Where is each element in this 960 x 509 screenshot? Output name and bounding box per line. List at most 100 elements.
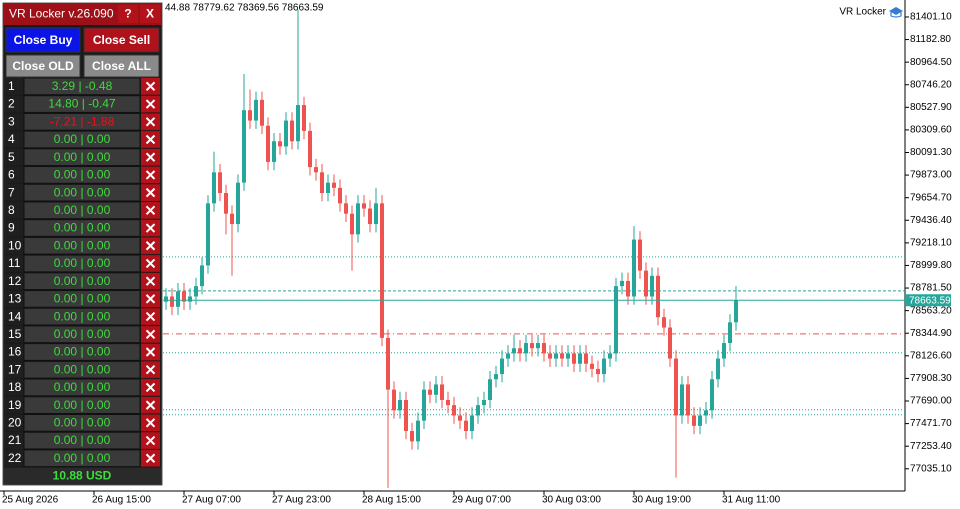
candle-body (452, 405, 456, 416)
y-tick-label: 79436.40 (910, 215, 952, 226)
row-close-icon[interactable] (145, 223, 156, 233)
row-close-icon[interactable] (145, 117, 156, 127)
candle-body (710, 379, 714, 411)
row-close-icon[interactable] (145, 170, 156, 180)
row-number: 4 (8, 132, 15, 146)
candle-body (578, 353, 582, 364)
row-value: 0.00 | 0.00 (54, 168, 111, 182)
candle-body (368, 208, 372, 225)
candle-body (620, 280, 624, 287)
row-close-icon[interactable] (145, 187, 156, 198)
candle-body (692, 415, 696, 426)
candle-body (230, 213, 234, 225)
row-value-cell (23, 325, 141, 344)
candle-body (428, 389, 432, 395)
row-value-cell (23, 307, 141, 326)
candle-body (188, 296, 192, 302)
row-number: 13 (8, 292, 22, 306)
y-tick-label: 79654.70 (910, 192, 952, 203)
row-number: 6 (8, 168, 15, 182)
close-panel-label[interactable]: X (146, 7, 154, 21)
row-value-cell (23, 431, 141, 450)
candle-body (662, 317, 666, 328)
row-value: -7.21 | -1.88 (50, 114, 115, 128)
candle-body (602, 358, 606, 375)
row-close-icon[interactable] (145, 152, 156, 162)
candle-body (164, 296, 168, 302)
y-tick-label: 79873.00 (910, 170, 952, 181)
candle-body (182, 291, 186, 302)
row-close-icon[interactable] (145, 99, 156, 109)
y-tick-label: 77035.10 (910, 463, 952, 474)
candle-body (704, 410, 708, 416)
action-button[interactable] (83, 27, 160, 53)
row-value-cell (23, 449, 141, 468)
candle-body (422, 389, 426, 421)
action-button-label[interactable]: Close OLD (12, 59, 74, 73)
candle-body (392, 389, 396, 411)
x-tick-label: 28 Aug 15:00 (362, 495, 421, 506)
row-value: 0.00 | 0.00 (54, 345, 111, 359)
candle-body (734, 300, 738, 323)
row-close-icon[interactable] (145, 294, 156, 304)
candle-body (212, 172, 216, 204)
row-close-icon[interactable] (145, 205, 156, 216)
row-close-icon[interactable] (145, 258, 156, 269)
candle-body (290, 120, 294, 142)
row-close-icon[interactable] (145, 400, 156, 410)
total-value: 10.88 USD (53, 468, 112, 482)
y-tick-label: 78999.80 (910, 260, 952, 271)
y-tick-label: 80091.30 (910, 147, 952, 158)
row-close-icon[interactable] (145, 311, 156, 322)
help-label[interactable]: ? (124, 7, 131, 21)
x-tick-label: 31 Aug 11:00 (722, 495, 781, 506)
row-close-icon[interactable] (145, 453, 156, 463)
row-number-cell (4, 449, 23, 467)
row-number-cell (4, 379, 23, 396)
y-tick-label: 77690.00 (910, 396, 952, 407)
row-close-icon[interactable] (145, 329, 156, 340)
candle-body (470, 415, 474, 432)
row-close-icon[interactable] (145, 347, 156, 357)
action-button-label[interactable]: Close Sell (93, 33, 150, 47)
action-button-label[interactable]: Close Buy (14, 33, 73, 47)
action-button[interactable] (83, 54, 160, 78)
x-tick-label: 25 Aug 2026 (2, 495, 59, 506)
candle-body (614, 286, 618, 354)
row-close-icon[interactable] (145, 81, 156, 92)
row-close-icon[interactable] (145, 418, 156, 428)
row-close-icon[interactable] (145, 365, 156, 375)
row-value-cell (23, 272, 141, 291)
row-close-icon[interactable] (145, 435, 156, 446)
row-close-icon[interactable] (145, 382, 156, 393)
row-number: 15 (8, 327, 22, 341)
candle-body (716, 358, 720, 380)
y-tick-label: 78344.90 (910, 328, 952, 339)
row-close-icon[interactable] (145, 241, 156, 251)
candle-body (362, 203, 366, 209)
action-button[interactable] (5, 27, 81, 53)
candle-body (296, 105, 300, 142)
close-panel-button[interactable] (140, 5, 160, 23)
row-number: 16 (8, 345, 22, 359)
help-button[interactable] (118, 5, 138, 23)
row-value: 0.00 | 0.00 (54, 362, 111, 376)
candle-body (236, 182, 240, 225)
x-tick-label: 26 Aug 15:00 (92, 495, 151, 506)
row-value: 0.00 | 0.00 (54, 185, 111, 199)
row-close-icon[interactable] (145, 276, 156, 286)
x-tick-label: 27 Aug 23:00 (272, 495, 331, 506)
action-button[interactable] (5, 54, 81, 78)
candle-body (512, 348, 516, 354)
candle-body (626, 280, 630, 297)
candle-body (608, 353, 612, 359)
candle-body (488, 379, 492, 400)
candle-body (500, 358, 504, 375)
row-number: 2 (8, 97, 15, 111)
x-tick-label: 29 Aug 07:00 (452, 495, 511, 506)
action-button-label[interactable]: Close ALL (92, 59, 151, 73)
candle-body (344, 203, 348, 214)
row-close-icon[interactable] (145, 134, 156, 145)
row-number: 18 (8, 380, 22, 394)
candle-body (632, 239, 636, 297)
